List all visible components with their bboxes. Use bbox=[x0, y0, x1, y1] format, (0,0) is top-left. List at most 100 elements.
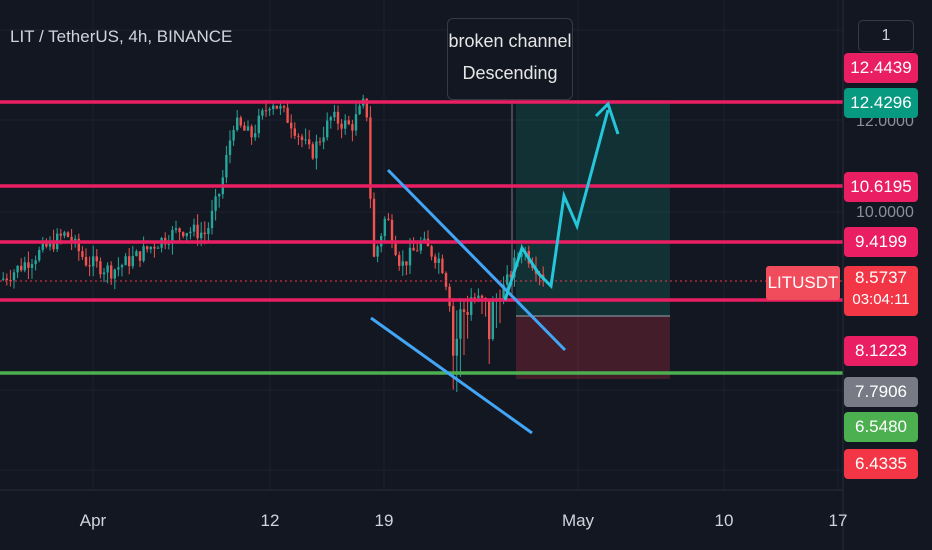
candle-body bbox=[254, 133, 257, 138]
candle-body bbox=[264, 110, 268, 112]
annotation-box[interactable]: broken channel Descending bbox=[447, 18, 573, 100]
symbol-price-tag: LITUSDT bbox=[766, 266, 840, 300]
candle-body bbox=[95, 256, 98, 262]
candle-body bbox=[502, 284, 505, 300]
candle-body bbox=[110, 265, 113, 279]
candle-body bbox=[203, 232, 206, 235]
candle-body bbox=[246, 126, 250, 131]
channel-upper-line bbox=[386, 168, 567, 352]
candle-body bbox=[41, 242, 44, 250]
candle-body bbox=[92, 256, 95, 267]
candle-body bbox=[462, 309, 466, 313]
candle-body bbox=[434, 256, 437, 263]
candle-body bbox=[520, 253, 523, 257]
drawings bbox=[370, 101, 620, 435]
y-tick-10: 10.0000 bbox=[856, 204, 914, 221]
candle-body bbox=[297, 135, 300, 137]
price-badge-current: 8.5737 03:04:11 bbox=[844, 266, 918, 316]
candle-body bbox=[488, 299, 491, 340]
candle-body bbox=[59, 233, 62, 236]
candle-body bbox=[473, 297, 476, 299]
candle-body bbox=[416, 250, 419, 252]
candle-body bbox=[300, 136, 304, 140]
candle-body bbox=[102, 272, 106, 275]
candle-body bbox=[509, 274, 512, 278]
candle-body bbox=[27, 262, 30, 268]
candle-body bbox=[236, 117, 239, 130]
x-tick-12: 12 bbox=[260, 511, 280, 530]
candle-body bbox=[477, 295, 480, 299]
candle-body bbox=[340, 123, 343, 129]
candle-body bbox=[354, 114, 358, 131]
candle-body bbox=[279, 106, 282, 109]
candle-body bbox=[318, 141, 322, 143]
currency-unit-button[interactable]: 1 USDT bbox=[858, 20, 914, 74]
candle-body bbox=[272, 105, 275, 110]
candle-body bbox=[326, 120, 329, 138]
candle-body bbox=[182, 232, 185, 237]
candle-body bbox=[293, 128, 296, 136]
candle-body bbox=[394, 242, 397, 256]
candle-body bbox=[156, 247, 160, 249]
candle-body bbox=[171, 229, 174, 244]
candle-body bbox=[45, 242, 48, 247]
candle-body bbox=[257, 115, 260, 134]
price-badge-support: 7.7906 bbox=[844, 377, 918, 407]
candle-body bbox=[304, 139, 307, 141]
candle-body bbox=[358, 105, 361, 115]
candle-body bbox=[52, 240, 55, 250]
candle-body bbox=[275, 105, 278, 109]
candle-body bbox=[387, 218, 390, 220]
candle-body bbox=[268, 109, 271, 111]
candle-body bbox=[308, 139, 311, 145]
candle-body bbox=[333, 111, 336, 118]
candle-body bbox=[34, 260, 37, 265]
candle-body bbox=[66, 232, 70, 237]
candle-body bbox=[189, 231, 192, 234]
price-badge-target: 12.4296 bbox=[844, 88, 918, 118]
price-levels bbox=[0, 100, 843, 375]
candle-body bbox=[419, 241, 422, 251]
candle-body bbox=[344, 120, 347, 129]
candle-body bbox=[452, 306, 455, 356]
price-badge-12-4439: 12.4439 bbox=[844, 53, 918, 83]
candle-body bbox=[84, 256, 88, 266]
candle-body bbox=[174, 228, 178, 230]
candle-body bbox=[347, 120, 350, 125]
candle-body bbox=[5, 278, 8, 281]
candle-body bbox=[480, 295, 484, 298]
trade-zones bbox=[511, 102, 670, 379]
candle-body bbox=[372, 198, 376, 257]
candle-body bbox=[200, 232, 203, 239]
candle-body bbox=[459, 309, 462, 339]
candle-body bbox=[466, 312, 469, 315]
candle-body bbox=[322, 137, 325, 143]
candle-body bbox=[383, 218, 386, 236]
candle-body bbox=[178, 228, 181, 233]
candle-body bbox=[437, 258, 440, 263]
candle-body bbox=[12, 272, 16, 281]
candle-body bbox=[120, 265, 124, 268]
candle-body bbox=[99, 261, 102, 275]
candle-body bbox=[30, 264, 34, 268]
x-tick-10: 10 bbox=[714, 511, 734, 530]
x-tick-17: 17 bbox=[828, 511, 848, 530]
candle-body bbox=[228, 140, 232, 155]
candle-body bbox=[250, 126, 253, 138]
candle-body bbox=[20, 265, 23, 271]
candle-body bbox=[63, 232, 66, 236]
candle-body bbox=[81, 251, 84, 257]
candle-body bbox=[390, 219, 394, 243]
candle-body bbox=[286, 107, 289, 123]
candle-body bbox=[405, 261, 408, 266]
candle-countdown: 03:04:11 bbox=[852, 291, 910, 308]
annotation-line-2: Descending bbox=[462, 63, 558, 83]
price-badge-8-1223: 8.1223 bbox=[844, 336, 918, 366]
candle-body bbox=[2, 278, 5, 280]
candle-body bbox=[412, 247, 415, 251]
projection-path bbox=[503, 109, 610, 301]
channel-lower-line bbox=[370, 316, 533, 435]
candle-body bbox=[70, 236, 73, 243]
